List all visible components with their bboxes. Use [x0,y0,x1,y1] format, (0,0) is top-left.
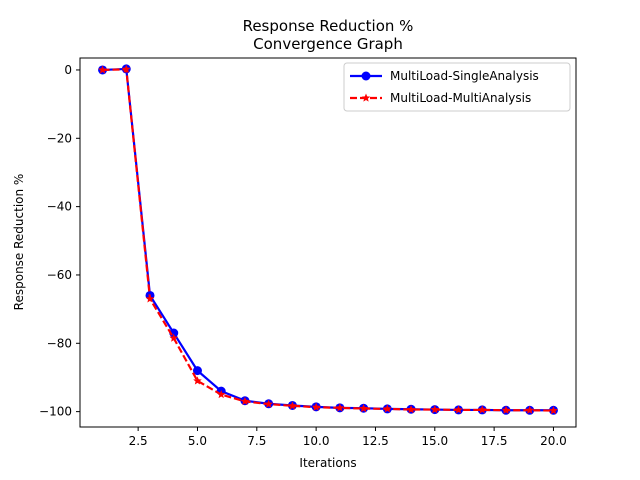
series-point-2 [383,404,392,413]
x-tick-label: 5.0 [188,434,207,448]
series-point-2 [169,333,179,342]
legend-label-1: MultiLoad-SingleAnalysis [390,69,539,83]
chart-title: Response Reduction % [243,17,414,35]
y-tick-label: −80 [47,336,72,350]
y-tick-label: −20 [47,131,72,145]
y-axis-label: Response Reduction % [12,174,26,311]
series-point-2 [549,406,558,415]
x-tick-label: 7.5 [247,434,266,448]
series-point-2 [430,405,440,414]
legend-marker-2 [361,93,371,102]
series-point-2 [406,405,416,414]
y-tick-label: −40 [47,200,72,214]
legend-label-2: MultiLoad-MultiAnalysis [390,91,531,105]
legend-box [343,62,571,112]
series-point-2 [98,65,107,74]
x-tick-label: 10.0 [303,434,330,448]
series-point-1 [192,366,202,376]
y-tick-label: −60 [47,268,72,282]
x-axis-label: Iterations [299,456,356,470]
legend-marker-1 [361,71,371,81]
series-point-2 [335,403,345,412]
series-point-2 [477,405,487,414]
series-point-2 [216,390,226,399]
series-point-2 [122,64,131,73]
x-tick-label: 17.5 [481,434,508,448]
x-tick-label: 2.5 [129,434,148,448]
y-tick-label: 0 [64,63,72,77]
plot-frame [79,57,577,428]
series-point-2 [311,402,321,411]
x-tick-label: 15.0 [421,434,448,448]
series-point-2 [288,401,297,410]
series-point-2 [525,405,534,414]
series-point-2 [145,294,155,303]
series-point-2 [454,405,463,414]
x-tick-label: 12.5 [362,434,389,448]
series-point-2 [501,405,511,414]
series-line-2 [102,68,554,412]
chart-subtitle: Convergence Graph [253,35,403,53]
series-point-2 [264,399,273,408]
y-tick-label: −100 [39,405,72,419]
x-tick-label: 20.0 [540,434,567,448]
series-point-2 [359,404,368,413]
series-point-2 [193,376,202,385]
series-point-2 [240,396,250,406]
legend: MultiLoad-SingleAnalysis MultiLoad-MultiA… [343,62,571,112]
